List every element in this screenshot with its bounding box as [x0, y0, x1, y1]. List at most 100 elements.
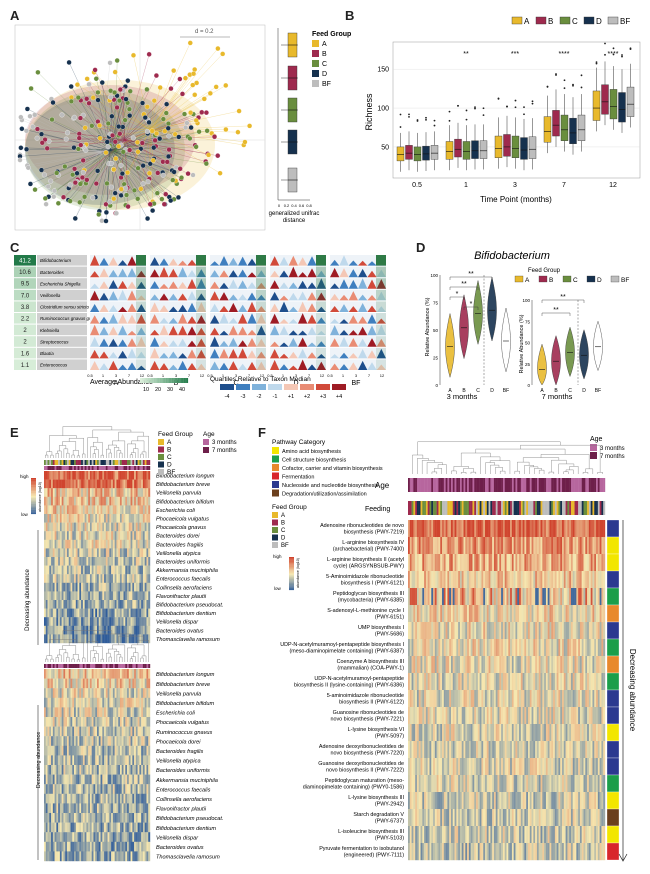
violin-ytick: 25 — [525, 362, 531, 367]
heat-cell — [88, 822, 91, 833]
ordination-point — [103, 209, 109, 215]
dendro-branch — [116, 450, 122, 458]
heat-cell — [70, 688, 73, 698]
heat-cell — [79, 531, 82, 540]
sig-bracket — [449, 296, 465, 300]
heat-cell — [114, 688, 117, 698]
quartile-xtick: 7 — [248, 373, 251, 378]
taxon-row-label: Veillonella dispar — [156, 620, 199, 626]
heat-cell — [146, 600, 149, 609]
taxon-label: Bacteroides — [40, 270, 65, 275]
heat-cell — [135, 634, 138, 644]
heat-cell — [135, 496, 138, 506]
heat-cell — [111, 505, 114, 515]
feed-bar-cell — [82, 460, 85, 465]
f-feed-cell — [490, 501, 493, 515]
f-heat-cell — [442, 537, 445, 555]
heat-cell — [97, 582, 99, 592]
heat-cell — [45, 755, 48, 766]
heat-cell — [58, 608, 61, 618]
f-feed-cell — [434, 501, 437, 515]
heat-cell — [98, 745, 101, 756]
f-age-cell — [567, 478, 570, 492]
heat-cell — [114, 697, 117, 708]
heat-cell — [89, 531, 92, 540]
heat-cell — [139, 755, 142, 766]
abundance-gradient-step — [150, 378, 153, 383]
heat-cell — [112, 565, 115, 575]
taxon-label: Enterococcus — [40, 363, 68, 368]
group-abundance-cell — [256, 255, 266, 266]
heat-cell — [146, 496, 149, 506]
f-age-cell — [411, 478, 414, 492]
quartile-shape — [178, 304, 188, 312]
ordination-point — [191, 71, 197, 77]
heat-cell — [84, 625, 87, 635]
heat-cell — [95, 582, 98, 592]
f-heat-cell — [436, 520, 439, 538]
heat-cell — [91, 522, 94, 532]
richness-box — [609, 89, 618, 120]
heat-cell — [125, 678, 128, 689]
heat-cell — [109, 505, 112, 515]
heat-cell — [88, 717, 91, 727]
f-heat-cell — [587, 571, 590, 589]
heat-cell — [123, 582, 126, 592]
heat-cell — [88, 851, 91, 862]
heat-cell — [128, 803, 131, 814]
heat-cell — [86, 697, 89, 708]
heat-cell — [141, 784, 144, 794]
heat-cell — [119, 765, 122, 775]
age-bar-cell — [56, 664, 59, 668]
heat-cell — [100, 591, 103, 601]
f-age-cell — [454, 478, 457, 492]
heat-cell — [139, 774, 142, 785]
spider-line — [109, 80, 129, 151]
heat-cell — [72, 608, 75, 618]
dendro-branch — [116, 654, 122, 662]
heat-cell — [93, 745, 96, 756]
heat-cell — [61, 574, 64, 583]
ordination-point — [122, 117, 128, 123]
heat-cell — [74, 841, 76, 852]
heat-cell — [52, 755, 55, 766]
f-feed-cell — [436, 501, 439, 515]
quartile-tick: +2 — [304, 394, 310, 400]
f-heat-cell — [517, 537, 520, 555]
f-feed-cell — [511, 501, 514, 515]
heat-cell — [97, 813, 99, 823]
heat-cell — [82, 784, 85, 794]
legend-swatch-D — [583, 16, 595, 25]
heat-cell — [119, 625, 122, 635]
heat-cell — [63, 793, 66, 804]
heat-cell — [130, 851, 133, 862]
age-bar-cell — [88, 466, 91, 470]
spider-line — [41, 133, 111, 151]
richness-box — [511, 135, 520, 158]
ordination-point — [184, 120, 190, 126]
heat-cell — [114, 505, 117, 515]
ordination-point — [95, 168, 101, 174]
f-heat-cell — [474, 520, 477, 538]
taxon-row-label: Collinsella aerofaciens — [156, 797, 212, 803]
heat-cell — [49, 688, 52, 698]
heat-cell — [130, 726, 133, 737]
heat-cell — [114, 784, 117, 794]
f-age-cell — [565, 478, 568, 492]
heat-cell — [118, 496, 121, 506]
heat-cell — [114, 813, 117, 823]
f-heat-cell — [483, 571, 486, 589]
heat-cell — [114, 522, 117, 532]
abundance-gradient-step — [147, 378, 149, 383]
heat-cell — [112, 851, 115, 862]
heat-cell — [139, 813, 142, 823]
heat-cell — [77, 707, 80, 718]
heat-cell — [58, 634, 61, 644]
quartile-shape — [108, 257, 118, 266]
heat-cell — [139, 514, 142, 523]
heat-cell — [77, 726, 80, 737]
ordination-point — [111, 166, 117, 173]
abundance-legend: 10 20 30 40 — [140, 378, 189, 393]
heat-cell — [111, 557, 114, 566]
quartile-shape — [90, 283, 100, 289]
